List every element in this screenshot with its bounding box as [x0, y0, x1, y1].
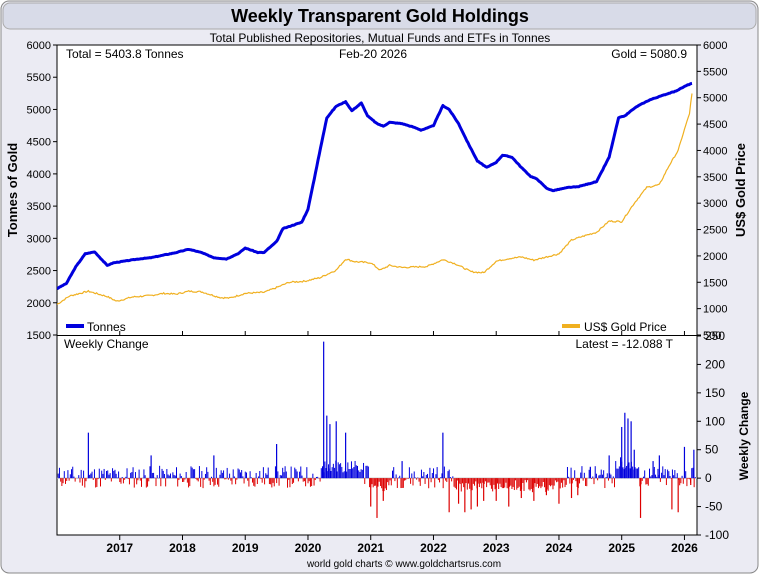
y-lower-tick-label: 100 [705, 414, 725, 428]
weekly-change-title: Weekly Change [64, 337, 149, 351]
y-right-tick-label: 3000 [703, 198, 727, 210]
y-lower-tick-label: 50 [705, 443, 719, 457]
chart-subtitle: Total Published Repositories, Mutual Fun… [210, 31, 551, 45]
y-left-tick-label: 5500 [27, 72, 51, 84]
x-tick-label: 2020 [295, 541, 322, 555]
legend-gold-label: US$ Gold Price [584, 320, 667, 334]
y-lower-tick-label: 150 [705, 386, 725, 400]
gold-price-label: Gold = 5080.9 [611, 47, 687, 61]
y-axis-left-title: Tonnes of Gold [5, 143, 20, 237]
y-left-tick-label: 5000 [27, 104, 51, 116]
plot-area [56, 44, 698, 536]
y-lower-tick-label: -50 [705, 500, 723, 514]
y-left-tick-label: 6000 [27, 40, 51, 52]
x-tick-label: 2019 [232, 541, 259, 555]
y-right-tick-label: 2500 [703, 225, 727, 237]
data-layer [57, 81, 696, 518]
y-left-tick-label: 2500 [27, 266, 51, 278]
y-lower-tick-label: 200 [705, 357, 725, 371]
y-lower-tick-label: 250 [705, 329, 725, 343]
y-left-tick-label: 3000 [27, 233, 51, 245]
y-left-tick-label: 4000 [27, 169, 51, 181]
y-right-tick-label: 4500 [703, 119, 727, 131]
y-lower-tick-label: 0 [705, 471, 712, 485]
title-bar [2, 2, 757, 30]
x-tick-label: 2026 [671, 541, 698, 555]
y-right-tick-label: 1000 [703, 304, 727, 316]
tonnes-line [57, 81, 693, 291]
y-right-tick-label: 2000 [703, 251, 727, 263]
x-tick-label: 2024 [546, 541, 573, 555]
y-right-tick-label: 5500 [703, 66, 727, 78]
y-left-tick-label: 2000 [27, 298, 51, 310]
x-tick-label: 2022 [420, 541, 447, 555]
x-tick-label: 2025 [608, 541, 635, 555]
x-tick-label: 2021 [357, 541, 384, 555]
y-right-tick-label: 5000 [703, 93, 727, 105]
y-lower-tick-label: -100 [705, 528, 729, 542]
y-axis-lower-right-title: Weekly Change [737, 391, 751, 480]
footer-credit: world gold charts © www.goldchartsrus.co… [306, 559, 501, 570]
x-tick-label: 2023 [483, 541, 510, 555]
y-right-tick-label: 6000 [703, 40, 727, 52]
y-right-tick-label: 500 [703, 330, 721, 342]
latest-change-label: Latest = -12.088 T [575, 337, 673, 351]
total-label: Total = 5403.8 Tonnes [66, 47, 184, 61]
y-right-tick-label: 1500 [703, 277, 727, 289]
chart-title: Weekly Transparent Gold Holdings [231, 6, 529, 26]
x-tick-label: 2017 [106, 541, 133, 555]
y-left-tick-label: 4500 [27, 137, 51, 149]
y-right-tick-label: 4000 [703, 145, 727, 157]
y-left-tick-label: 3500 [27, 201, 51, 213]
legend-tonnes-label: Tonnes [87, 320, 126, 334]
date-label: Feb-20 2026 [339, 47, 407, 61]
gold-price-line [57, 93, 693, 305]
y-axis-right-title: US$ Gold Price [733, 143, 748, 237]
x-tick-label: 2018 [169, 541, 196, 555]
y-left-tick-label: 1500 [27, 330, 51, 342]
y-right-tick-label: 3500 [703, 172, 727, 184]
